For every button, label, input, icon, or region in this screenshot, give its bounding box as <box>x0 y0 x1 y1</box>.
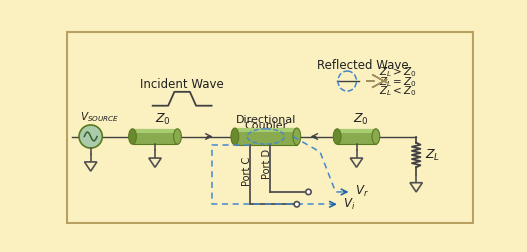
Ellipse shape <box>372 129 380 144</box>
Bar <box>235 128 297 145</box>
Ellipse shape <box>129 129 136 144</box>
Text: $Z_L > Z_0$: $Z_L > Z_0$ <box>379 66 417 79</box>
Text: $Z_L$: $Z_L$ <box>425 147 441 163</box>
Text: $Z_0$: $Z_0$ <box>155 112 171 127</box>
Text: $V_{SOURCE}$: $V_{SOURCE}$ <box>80 110 119 124</box>
Text: Coupler: Coupler <box>244 121 287 132</box>
Ellipse shape <box>293 128 301 145</box>
Text: $Z_0$: $Z_0$ <box>353 112 369 127</box>
Text: $Z_L < Z_0$: $Z_L < Z_0$ <box>379 84 417 98</box>
Circle shape <box>306 189 311 195</box>
Bar <box>132 129 178 133</box>
Bar <box>337 129 376 133</box>
Text: $Z_L = Z_0$: $Z_L = Z_0$ <box>379 75 417 89</box>
Bar <box>235 128 297 132</box>
Text: Directional: Directional <box>236 115 296 125</box>
Text: Port C: Port C <box>242 156 252 186</box>
Polygon shape <box>410 183 422 192</box>
Bar <box>337 129 376 144</box>
Bar <box>132 129 178 144</box>
Ellipse shape <box>173 129 181 144</box>
Circle shape <box>79 125 102 148</box>
Ellipse shape <box>333 129 341 144</box>
Text: Incident Wave: Incident Wave <box>140 78 224 91</box>
Circle shape <box>294 202 299 207</box>
Text: $V_i$: $V_i$ <box>343 197 355 212</box>
Ellipse shape <box>231 128 239 145</box>
Text: $V_r$: $V_r$ <box>355 184 368 200</box>
Polygon shape <box>149 158 161 167</box>
Text: Reflected Wave: Reflected Wave <box>317 59 408 72</box>
Polygon shape <box>350 158 363 167</box>
Text: Port D: Port D <box>261 148 271 178</box>
Polygon shape <box>84 162 97 171</box>
